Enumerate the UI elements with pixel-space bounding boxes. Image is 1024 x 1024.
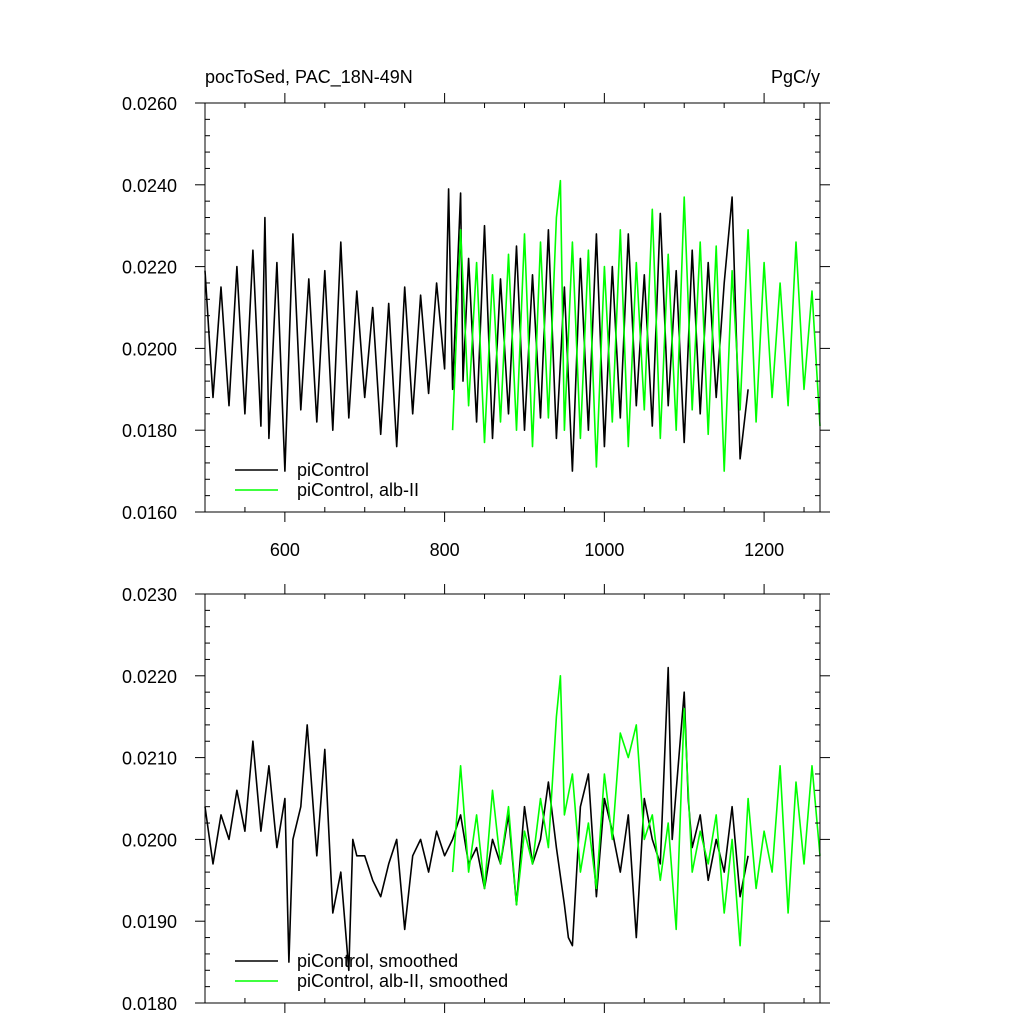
y-tick-label: 0.0200 <box>122 339 177 359</box>
x-tick-label: 600 <box>270 540 300 560</box>
top-panel-title: pocToSed, PAC_18N-49N <box>205 67 413 88</box>
y-tick-label: 0.0190 <box>122 912 177 932</box>
bottom-panel: 0.0180 0.0190 0.0200 0.0210 0.0220 0.0230 piCo… <box>122 584 830 1014</box>
x-tick-label: 1000 <box>584 540 624 560</box>
series-line-top-0 <box>204 188 749 472</box>
y-tick-label: 0.0260 <box>122 94 177 114</box>
legend-label: piControl, alb-II <box>297 480 419 500</box>
plot-frame <box>204 593 821 1004</box>
y-tick-label: 0.0220 <box>122 258 177 278</box>
y-tick-label: 0.0160 <box>122 503 177 523</box>
plot-frame <box>204 102 821 513</box>
y-tick-label: 0.0220 <box>122 667 177 687</box>
x-tick-label: 800 <box>430 540 460 560</box>
y-tick-label: 0.0200 <box>122 830 177 850</box>
legend-label: piControl, smoothed <box>297 951 458 971</box>
x-tick-label: 1200 <box>744 540 784 560</box>
y-tick-label: 0.0230 <box>122 585 177 605</box>
y-tick-label: 0.0180 <box>122 994 177 1014</box>
top-panel: pocToSed, PAC_18N-49N PgC/y 600 800 1000 12… <box>122 67 830 560</box>
y-tick-label: 0.0240 <box>122 176 177 196</box>
series-line-bottom-0 <box>204 666 749 972</box>
legend-label: piControl, alb-II, smoothed <box>297 971 508 991</box>
legend-label: piControl <box>297 460 369 480</box>
top-panel-units: PgC/y <box>771 67 820 87</box>
y-tick-label: 0.0210 <box>122 749 177 769</box>
y-tick-label: 0.0180 <box>122 421 177 441</box>
series-line-bottom-1 <box>451 674 821 947</box>
series-line-top-1 <box>451 179 821 472</box>
